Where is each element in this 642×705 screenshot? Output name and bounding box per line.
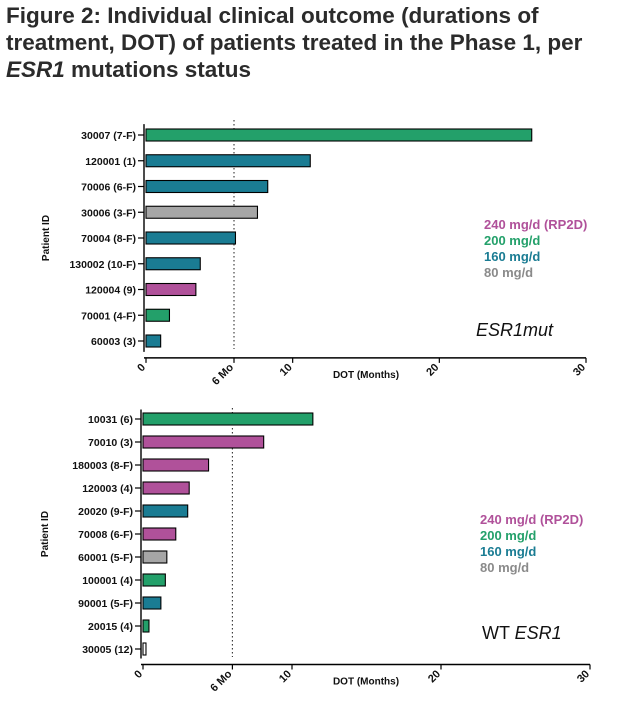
patient-id-label: 90001 (5-F) xyxy=(78,598,133,610)
x-tick-label: 6 Mo xyxy=(208,668,234,694)
bar-patient-20020 xyxy=(142,504,189,518)
x-tick-label: 30 xyxy=(575,668,592,685)
patient-id-label: 70010 (3) xyxy=(88,437,133,449)
x-tick-label: 0 xyxy=(135,362,148,375)
legend-entry: 80 mg/d xyxy=(480,560,529,575)
patient-id-label: 180003 (8-F) xyxy=(72,460,133,472)
x-tick-label: 20 xyxy=(424,362,441,379)
legend-entry: 240 mg/d (RP2D) xyxy=(480,512,583,527)
patient-id-label: 10031 (6) xyxy=(88,414,133,426)
legend-entry: 80 mg/d xyxy=(484,265,533,280)
patient-id-label: 30007 (7-F) xyxy=(81,130,136,142)
legend-entry: 200 mg/d xyxy=(480,528,536,543)
legend-entry: 160 mg/d xyxy=(480,544,536,559)
patient-id-label: 20020 (9-F) xyxy=(78,506,133,518)
x-tick-label: 10 xyxy=(278,362,295,379)
patient-id-label: 30005 (12) xyxy=(82,644,133,656)
y-axis-title: Patient ID xyxy=(41,215,52,261)
x-tick-label: 0 xyxy=(132,668,145,681)
panel-label: WT ESR1 xyxy=(482,623,562,643)
legend-entry: 200 mg/d xyxy=(484,233,540,248)
patient-id-label: 70004 (8-F) xyxy=(81,233,136,245)
x-axis-title: DOT (Months) xyxy=(333,677,399,688)
bar-patient-70006 xyxy=(145,179,269,194)
panel-label-prefix: WT xyxy=(482,623,515,643)
patient-id-label: 30006 (3-F) xyxy=(81,207,136,219)
panel-label-italic: ESR1 xyxy=(515,623,562,643)
patient-id-label: 70006 (6-F) xyxy=(81,182,136,194)
chart-esr1mut: 30007 (7-F) 120001 (1) 70006 (6-F) 30006 (3… xyxy=(41,120,588,388)
bar-patient-70001 xyxy=(145,308,171,322)
bar-patient-10031 xyxy=(142,412,314,426)
figure-title-text: Figure 2: Individual clinical outcome (d… xyxy=(6,3,583,55)
patient-id-label: 20015 (4) xyxy=(88,621,133,633)
bar-patient-100001 xyxy=(142,573,166,587)
figure-title-italic: ESR1 xyxy=(6,57,65,82)
bar-patient-120001 xyxy=(145,154,311,168)
chart-wt-esr1: 10031 (6) 70010 (3) 180003 (8-F) 120003 (4)… xyxy=(40,408,592,694)
patient-id-label: 100001 (4) xyxy=(82,575,133,587)
panel-label: ESR1mut xyxy=(476,320,554,340)
figure-title: Figure 2: Individual clinical outcome (d… xyxy=(6,2,638,83)
bar-patient-120003 xyxy=(142,481,190,495)
bar-patient-90001 xyxy=(142,596,162,610)
bar-patient-70010 xyxy=(142,435,265,449)
x-tick-label: 30 xyxy=(571,362,588,379)
bar-patient-60003 xyxy=(145,334,162,348)
figure-title-suffix: mutations status xyxy=(64,57,252,82)
legend-entry: 160 mg/d xyxy=(484,249,540,264)
bar-patient-20015 xyxy=(142,619,150,633)
bar-patient-120004 xyxy=(145,282,197,297)
bar-patient-30006 xyxy=(145,205,259,219)
patient-id-label: 70001 (4-F) xyxy=(81,310,136,322)
bar-patient-30007 xyxy=(145,128,533,142)
bar-patient-30005 xyxy=(142,642,147,656)
x-tick-label: 10 xyxy=(277,668,294,685)
patient-id-label: 60001 (5-F) xyxy=(78,552,133,564)
x-tick-label: 20 xyxy=(426,668,443,685)
bar-patient-70004 xyxy=(145,231,237,245)
patient-id-label: 120003 (4) xyxy=(82,483,133,495)
y-axis-title: Patient ID xyxy=(40,511,51,557)
patient-id-label: 130002 (10-F) xyxy=(69,259,136,271)
patient-id-label: 120004 (9) xyxy=(85,285,136,297)
bar-patient-60001 xyxy=(142,550,168,564)
patient-id-label: 70008 (6-F) xyxy=(78,529,133,541)
bar-patient-70008 xyxy=(142,527,177,541)
x-axis-title: DOT (Months) xyxy=(333,370,399,381)
bar-patient-130002 xyxy=(145,257,201,271)
bar-patient-180003 xyxy=(142,458,210,472)
patient-id-label: 120001 (1) xyxy=(85,156,136,168)
legend-entry: 240 mg/d (RP2D) xyxy=(484,217,587,232)
x-tick-label: 6 Mo xyxy=(210,361,236,387)
patient-id-label: 60003 (3) xyxy=(91,336,136,348)
